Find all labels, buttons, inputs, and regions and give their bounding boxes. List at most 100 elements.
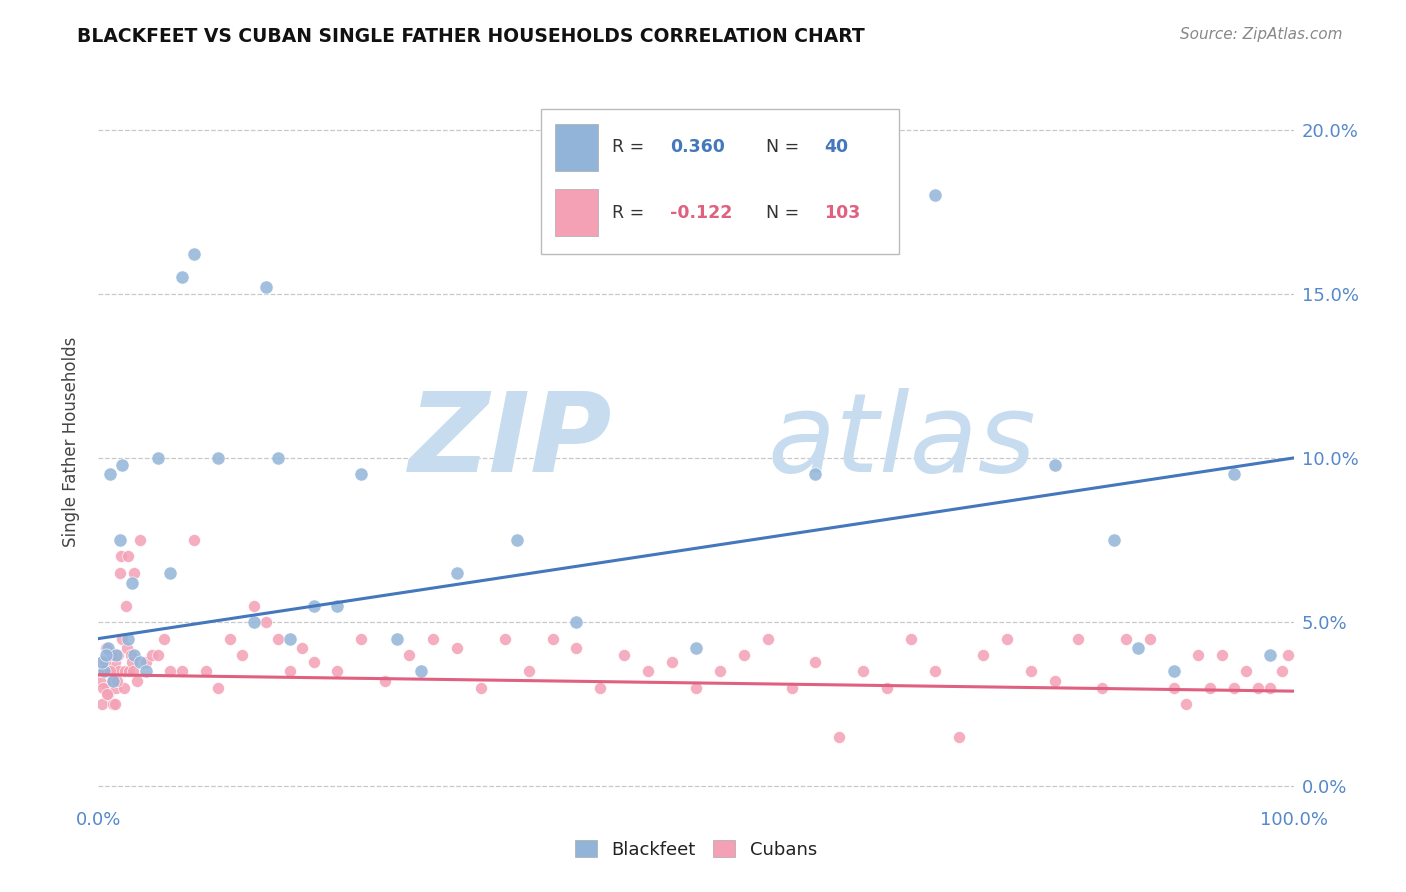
Point: [100, 674, 122, 689]
Point: [121, 575, 143, 590]
Point: [159, 566, 181, 580]
Point: [153, 632, 176, 646]
Point: [1223, 467, 1246, 482]
Point: [326, 665, 349, 679]
Point: [89, 665, 111, 679]
Point: [98, 648, 122, 662]
Point: [972, 648, 994, 662]
Point: [159, 665, 181, 679]
Point: [1019, 665, 1042, 679]
Point: [207, 450, 229, 465]
Point: [637, 665, 659, 679]
Point: [98, 665, 121, 679]
Point: [219, 632, 242, 646]
Point: [97, 641, 120, 656]
Point: [115, 599, 138, 613]
Point: [121, 655, 143, 669]
Point: [1104, 533, 1126, 547]
Point: [589, 681, 612, 695]
Point: [103, 698, 125, 712]
Y-axis label: Single Father Households: Single Father Households: [62, 336, 80, 547]
Point: [108, 533, 131, 547]
Point: [1115, 632, 1137, 646]
Point: [780, 681, 803, 695]
Point: [89, 674, 111, 689]
Point: [91, 665, 114, 679]
Point: [385, 632, 409, 646]
Point: [267, 632, 290, 646]
Point: [103, 665, 125, 679]
Point: [120, 648, 142, 662]
Point: [1187, 648, 1209, 662]
Point: [302, 599, 325, 613]
Point: [108, 566, 131, 580]
Point: [148, 648, 170, 662]
Point: [804, 655, 827, 669]
Point: [91, 655, 114, 669]
Point: [709, 665, 731, 679]
Point: [1277, 648, 1299, 662]
Point: [96, 681, 118, 695]
Point: [114, 665, 136, 679]
Point: [1258, 681, 1281, 695]
Point: [115, 641, 138, 656]
Point: [995, 632, 1018, 646]
Point: [506, 533, 529, 547]
Point: [107, 648, 129, 662]
Point: [1139, 632, 1161, 646]
Point: [172, 270, 194, 285]
Point: [125, 674, 148, 689]
Point: [374, 674, 396, 689]
Point: [1234, 665, 1257, 679]
Point: [565, 641, 588, 656]
Point: [107, 665, 129, 679]
Point: [1163, 681, 1185, 695]
Point: [129, 533, 152, 547]
Point: [1128, 641, 1150, 656]
Point: [141, 648, 163, 662]
Point: [172, 665, 194, 679]
Point: [494, 632, 516, 646]
Point: [101, 698, 124, 712]
Point: [93, 655, 115, 669]
Text: Source: ZipAtlas.com: Source: ZipAtlas.com: [1180, 27, 1343, 42]
Text: atlas: atlas: [768, 388, 1036, 495]
Point: [117, 632, 139, 646]
Point: [118, 665, 141, 679]
Point: [231, 648, 253, 662]
Point: [278, 632, 301, 646]
Point: [326, 599, 349, 613]
Point: [565, 615, 588, 630]
Point: [1175, 698, 1198, 712]
Point: [541, 632, 564, 646]
Point: [254, 615, 277, 630]
Point: [129, 655, 152, 669]
Point: [756, 632, 779, 646]
Point: [105, 681, 128, 695]
Point: [924, 665, 946, 679]
Point: [91, 698, 114, 712]
Legend: Blackfeet, Cubans: Blackfeet, Cubans: [575, 840, 817, 859]
Point: [350, 632, 373, 646]
Point: [1091, 681, 1114, 695]
Point: [446, 641, 468, 656]
Point: [105, 648, 128, 662]
Point: [112, 681, 135, 695]
Point: [1043, 458, 1066, 472]
Point: [101, 674, 124, 689]
Point: [1163, 665, 1185, 679]
Point: [411, 665, 433, 679]
Point: [94, 655, 117, 669]
Point: [101, 648, 124, 662]
Point: [1067, 632, 1090, 646]
Text: BLACKFEET VS CUBAN SINGLE FATHER HOUSEHOLDS CORRELATION CHART: BLACKFEET VS CUBAN SINGLE FATHER HOUSEHO…: [77, 27, 865, 45]
Point: [97, 687, 120, 701]
Point: [243, 615, 266, 630]
Point: [117, 549, 139, 564]
Point: [93, 665, 115, 679]
Point: [1223, 681, 1246, 695]
Point: [94, 641, 117, 656]
Point: [207, 681, 229, 695]
Point: [291, 641, 314, 656]
Point: [446, 566, 468, 580]
